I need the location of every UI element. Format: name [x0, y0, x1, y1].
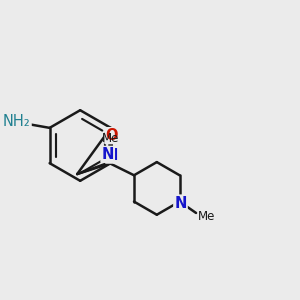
Text: N: N	[174, 196, 187, 211]
Text: N: N	[106, 148, 118, 163]
Text: NH₂: NH₂	[3, 114, 31, 129]
Text: Me: Me	[198, 210, 215, 223]
Text: O: O	[105, 128, 118, 143]
Text: N: N	[101, 147, 114, 162]
Text: Me: Me	[101, 132, 119, 145]
